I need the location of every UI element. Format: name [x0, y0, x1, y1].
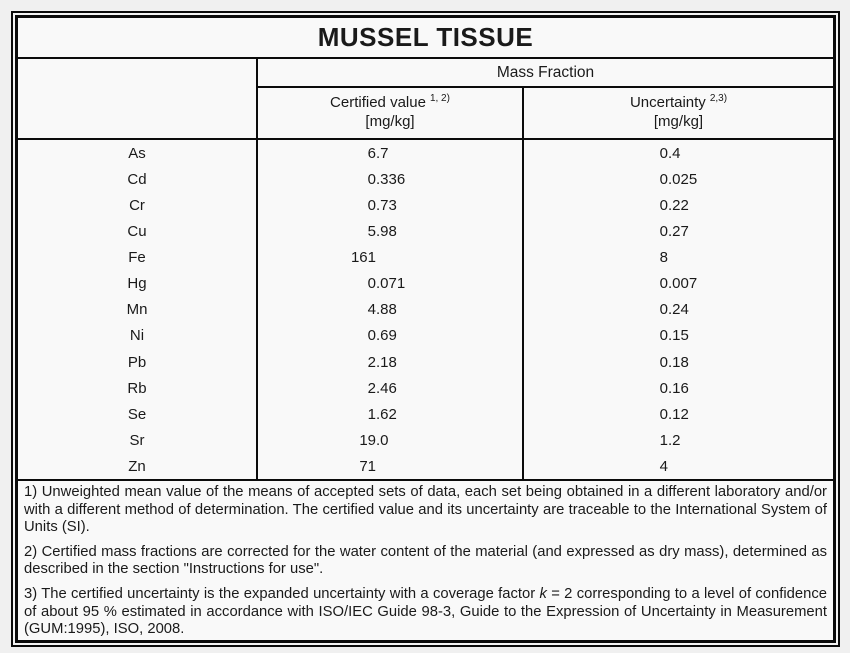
- certified-value-cell: 1.62: [258, 401, 524, 428]
- uncertainty-label: Uncertainty: [629, 94, 706, 112]
- uncertainty-cell: 0.025: [659, 171, 698, 188]
- uncertainty-cell: 8: [659, 249, 668, 267]
- certified-value-cell: 2.18: [258, 348, 524, 376]
- table-row: Ni 0.69 0.15: [18, 322, 833, 349]
- table-row: Cu 5.98 0.27: [18, 218, 833, 245]
- element-symbol-cell: Mn: [18, 296, 258, 323]
- uncertainty-cell: 0.16: [659, 379, 689, 397]
- table-body: As 6.7 0.4 Cd 0.336 0.025 Cr: [18, 140, 833, 480]
- uncertainty-cell: 0.22: [659, 197, 689, 215]
- element-symbol-cell: As: [18, 140, 258, 167]
- element-symbol-cell: Cu: [18, 218, 258, 245]
- certificate-table-frame: MUSSEL TISSUE Mass Fraction Certified va…: [11, 11, 840, 647]
- element-symbol-cell: Cd: [18, 166, 258, 193]
- uncertainty-cell: 4: [659, 457, 668, 475]
- uncertainty-cell: 1.2: [659, 431, 681, 449]
- certificate-table: MUSSEL TISSUE Mass Fraction Certified va…: [15, 15, 836, 643]
- uncertainty-cell: 0.24: [659, 301, 689, 319]
- element-symbol-cell: Sr: [18, 427, 258, 454]
- certified-value-unit: [mg/kg]: [365, 113, 415, 131]
- table-row: Cr 0.73 0.22: [18, 192, 833, 219]
- element-symbol-cell: Pb: [18, 348, 258, 376]
- certified-value-cell: 0.73: [258, 192, 524, 219]
- certified-value-label: Certified value: [330, 94, 426, 112]
- table-row: Pb 2.18 0.18: [18, 348, 833, 376]
- certified-value-cell: 5.98: [258, 218, 524, 245]
- table-row: Rb 2.46 0.16: [18, 375, 833, 402]
- element-symbol-cell: Ni: [18, 322, 258, 349]
- table-row: Se 1.62 0.12: [18, 401, 833, 428]
- table-header: Mass Fraction Certified value 1, 2) [mg/k…: [18, 59, 833, 141]
- coverage-factor-k: k: [539, 586, 547, 603]
- uncertainty-cell: 0.007: [659, 275, 698, 293]
- table-row: Cd 0.336 0.025: [18, 166, 833, 193]
- footnotes: 1) Unweighted mean value of the means of…: [18, 479, 833, 640]
- table-title: MUSSEL TISSUE: [18, 18, 833, 60]
- uncertainty-cell: 0.12: [659, 405, 689, 423]
- footnote-1: 1) Unweighted mean value of the means of…: [24, 484, 827, 535]
- table-row: Fe 161 8: [18, 244, 833, 271]
- group-header-mass-fraction: Mass Fraction: [258, 59, 833, 89]
- uncertainty-unit: [mg/kg]: [653, 113, 704, 131]
- column-header-certified-value: Certified value 1, 2) [mg/kg]: [258, 88, 524, 141]
- certified-value-cell: 19.0: [258, 427, 524, 454]
- certified-value-cell: 0.336: [258, 166, 524, 193]
- footnote-2: 2) Certified mass fractions are correcte…: [24, 543, 827, 578]
- element-symbol-cell: Se: [18, 401, 258, 428]
- certified-value-cell: 71: [258, 453, 524, 480]
- table-row: Zn 71 4: [18, 453, 833, 480]
- certified-value-footnote-marks: 1, 2): [429, 93, 450, 105]
- table-row: Hg 0.071 0.007: [18, 270, 833, 297]
- element-symbol-cell: Hg: [18, 270, 258, 297]
- element-symbol-cell: Fe: [18, 244, 258, 271]
- table-row: As 6.7 0.4: [18, 140, 833, 167]
- uncertainty-cell: 0.27: [659, 223, 689, 241]
- table-row: Sr 19.0 1.2: [18, 427, 833, 454]
- uncertainty-cell: 0.15: [659, 327, 689, 345]
- table-row: Mn 4.88 0.24: [18, 296, 833, 323]
- element-symbol-cell: Rb: [18, 375, 258, 402]
- certified-value-cell: 0.071: [258, 270, 524, 297]
- certified-value-cell: 4.88: [258, 296, 524, 323]
- certified-value-cell: 0.69: [258, 322, 524, 349]
- uncertainty-cell: 0.18: [659, 353, 689, 371]
- certified-value-cell: 161: [258, 244, 524, 271]
- corner-empty-cell: [18, 59, 258, 141]
- uncertainty-cell: 0.4: [659, 144, 681, 162]
- footnote-3: 3) The certified uncertainty is the expa…: [24, 586, 827, 637]
- element-symbol-cell: Cr: [18, 192, 258, 219]
- column-header-uncertainty: Uncertainty 2,3) [mg/kg]: [524, 88, 833, 141]
- uncertainty-footnote-marks: 2,3): [709, 93, 728, 105]
- certified-value-cell: 2.46: [258, 375, 524, 402]
- element-symbol-cell: Zn: [18, 453, 258, 480]
- certified-value-cell: 6.7: [258, 140, 524, 167]
